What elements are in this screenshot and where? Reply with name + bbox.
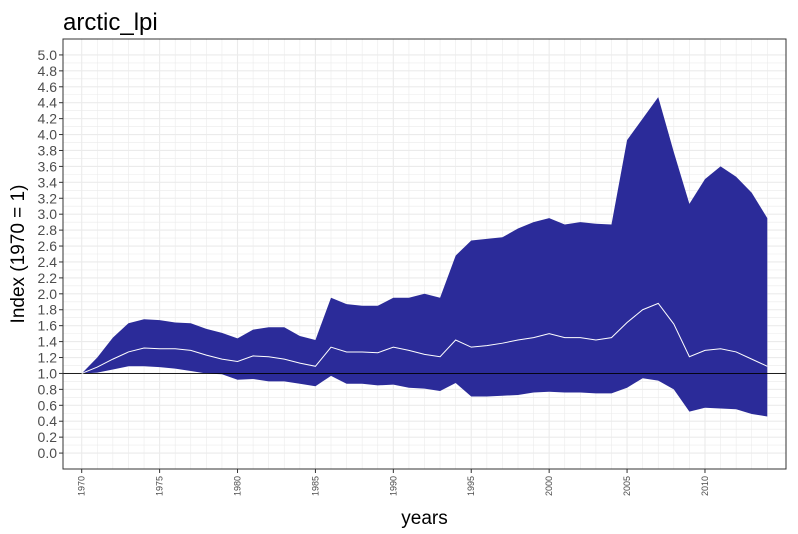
index-line	[81, 302, 768, 374]
y-tick-label: 3.8	[38, 142, 58, 158]
y-tick-label: 0.2	[38, 429, 58, 445]
y-tick-label: 0.4	[38, 413, 58, 429]
y-tick-label: 0.8	[38, 381, 58, 397]
x-tick-label: 1995	[466, 476, 476, 496]
y-tick-label: 2.0	[38, 286, 58, 302]
y-tick-label: 2.6	[38, 238, 58, 254]
y-tick-label: 3.4	[38, 174, 58, 190]
x-tick-label: 1985	[310, 476, 320, 496]
y-axis-label: Index (1970 = 1)	[8, 185, 29, 324]
chart-title: arctic_lpi	[63, 9, 158, 36]
x-tick-label: 2010	[700, 476, 710, 496]
x-tick-label: 2005	[622, 476, 632, 496]
y-tick-label: 5.0	[38, 47, 58, 63]
y-tick-label: 1.2	[38, 350, 58, 366]
y-tick-label: 1.0	[38, 365, 58, 381]
x-tick-label: 1980	[233, 476, 243, 496]
x-tick-label: 1975	[155, 476, 165, 496]
y-tick-label: 3.0	[38, 206, 58, 222]
y-tick-label: 0.0	[38, 445, 58, 461]
x-tick-label: 1990	[388, 476, 398, 496]
x-axis-label: years	[401, 508, 447, 529]
confidence-ribbon	[81, 97, 768, 417]
x-tick-label: 1970	[77, 476, 87, 496]
y-tick-label: 4.4	[38, 95, 58, 111]
y-tick-label: 4.6	[38, 79, 58, 95]
y-tick-label: 4.0	[38, 127, 58, 143]
y-axis-ticks: 0.00.20.40.60.81.01.21.41.61.82.02.22.42…	[38, 47, 63, 461]
y-tick-label: 3.6	[38, 158, 58, 174]
y-tick-label: 4.2	[38, 111, 58, 127]
y-tick-label: 2.2	[38, 270, 58, 286]
y-tick-label: 2.4	[38, 254, 58, 270]
x-tick-label: 2000	[544, 476, 554, 496]
y-tick-label: 1.8	[38, 302, 58, 318]
y-tick-label: 1.4	[38, 334, 58, 350]
y-tick-label: 4.8	[38, 63, 58, 79]
y-tick-label: 3.2	[38, 190, 58, 206]
panel-border	[62, 38, 787, 470]
y-tick-label: 0.6	[38, 397, 58, 413]
x-axis-ticks: 1970 1975 1980 1985 1990 1995 2000 2005 2010	[77, 469, 710, 496]
y-tick-label: 1.6	[38, 318, 58, 334]
y-tick-label: 2.8	[38, 222, 58, 238]
